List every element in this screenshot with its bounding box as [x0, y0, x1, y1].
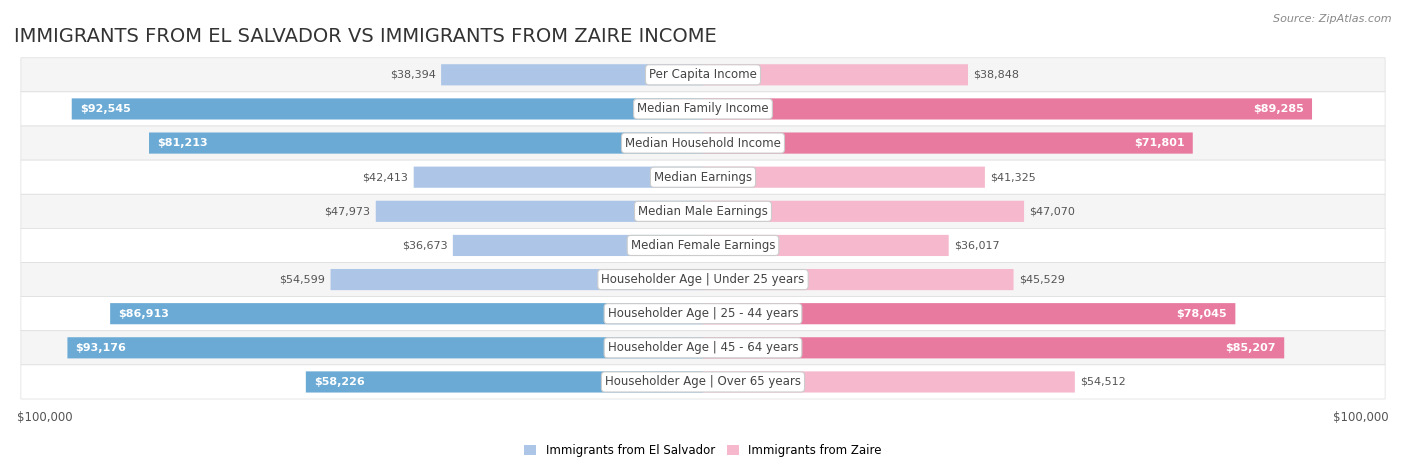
Text: $36,017: $36,017 — [955, 241, 1000, 250]
Text: $85,207: $85,207 — [1226, 343, 1277, 353]
Text: $58,226: $58,226 — [314, 377, 364, 387]
FancyBboxPatch shape — [307, 371, 703, 393]
Text: $93,176: $93,176 — [76, 343, 127, 353]
Text: Median Earnings: Median Earnings — [654, 171, 752, 184]
Text: $71,801: $71,801 — [1135, 138, 1185, 148]
Text: $92,545: $92,545 — [80, 104, 131, 114]
Text: $41,325: $41,325 — [990, 172, 1036, 182]
FancyBboxPatch shape — [110, 303, 703, 324]
FancyBboxPatch shape — [21, 58, 1385, 92]
FancyBboxPatch shape — [703, 371, 1074, 393]
FancyBboxPatch shape — [703, 99, 1312, 120]
Text: Householder Age | Over 65 years: Householder Age | Over 65 years — [605, 375, 801, 389]
Text: $38,394: $38,394 — [389, 70, 436, 80]
Text: Median Female Earnings: Median Female Earnings — [631, 239, 775, 252]
Text: $78,045: $78,045 — [1177, 309, 1227, 318]
FancyBboxPatch shape — [703, 269, 1014, 290]
FancyBboxPatch shape — [703, 201, 1024, 222]
FancyBboxPatch shape — [703, 133, 1192, 154]
Text: $100,000: $100,000 — [17, 411, 73, 425]
Text: $47,070: $47,070 — [1029, 206, 1076, 216]
Text: $54,599: $54,599 — [280, 275, 325, 284]
Text: $45,529: $45,529 — [1019, 275, 1064, 284]
Text: Median Male Earnings: Median Male Earnings — [638, 205, 768, 218]
FancyBboxPatch shape — [330, 269, 703, 290]
FancyBboxPatch shape — [21, 160, 1385, 194]
FancyBboxPatch shape — [72, 99, 703, 120]
Text: Householder Age | Under 25 years: Householder Age | Under 25 years — [602, 273, 804, 286]
FancyBboxPatch shape — [67, 337, 703, 358]
Text: $54,512: $54,512 — [1080, 377, 1126, 387]
FancyBboxPatch shape — [441, 64, 703, 85]
FancyBboxPatch shape — [21, 126, 1385, 160]
FancyBboxPatch shape — [703, 303, 1236, 324]
Text: $38,848: $38,848 — [973, 70, 1019, 80]
FancyBboxPatch shape — [149, 133, 703, 154]
Text: Per Capita Income: Per Capita Income — [650, 68, 756, 81]
FancyBboxPatch shape — [21, 262, 1385, 297]
Text: $47,973: $47,973 — [325, 206, 370, 216]
Text: Median Family Income: Median Family Income — [637, 102, 769, 115]
FancyBboxPatch shape — [703, 235, 949, 256]
Text: $81,213: $81,213 — [157, 138, 208, 148]
Text: Median Household Income: Median Household Income — [626, 136, 780, 149]
Text: $100,000: $100,000 — [1333, 411, 1389, 425]
FancyBboxPatch shape — [703, 167, 984, 188]
FancyBboxPatch shape — [21, 297, 1385, 331]
Legend: Immigrants from El Salvador, Immigrants from Zaire: Immigrants from El Salvador, Immigrants … — [520, 439, 886, 462]
FancyBboxPatch shape — [453, 235, 703, 256]
Text: $86,913: $86,913 — [118, 309, 169, 318]
FancyBboxPatch shape — [21, 365, 1385, 399]
FancyBboxPatch shape — [21, 194, 1385, 228]
Text: $42,413: $42,413 — [363, 172, 408, 182]
Text: Source: ZipAtlas.com: Source: ZipAtlas.com — [1274, 14, 1392, 24]
Text: Householder Age | 25 - 44 years: Householder Age | 25 - 44 years — [607, 307, 799, 320]
FancyBboxPatch shape — [21, 331, 1385, 365]
FancyBboxPatch shape — [21, 228, 1385, 262]
FancyBboxPatch shape — [375, 201, 703, 222]
FancyBboxPatch shape — [413, 167, 703, 188]
FancyBboxPatch shape — [21, 92, 1385, 126]
Text: IMMIGRANTS FROM EL SALVADOR VS IMMIGRANTS FROM ZAIRE INCOME: IMMIGRANTS FROM EL SALVADOR VS IMMIGRANT… — [14, 27, 717, 46]
FancyBboxPatch shape — [703, 64, 967, 85]
Text: $89,285: $89,285 — [1253, 104, 1303, 114]
Text: Householder Age | 45 - 64 years: Householder Age | 45 - 64 years — [607, 341, 799, 354]
FancyBboxPatch shape — [703, 337, 1284, 358]
Text: $36,673: $36,673 — [402, 241, 447, 250]
